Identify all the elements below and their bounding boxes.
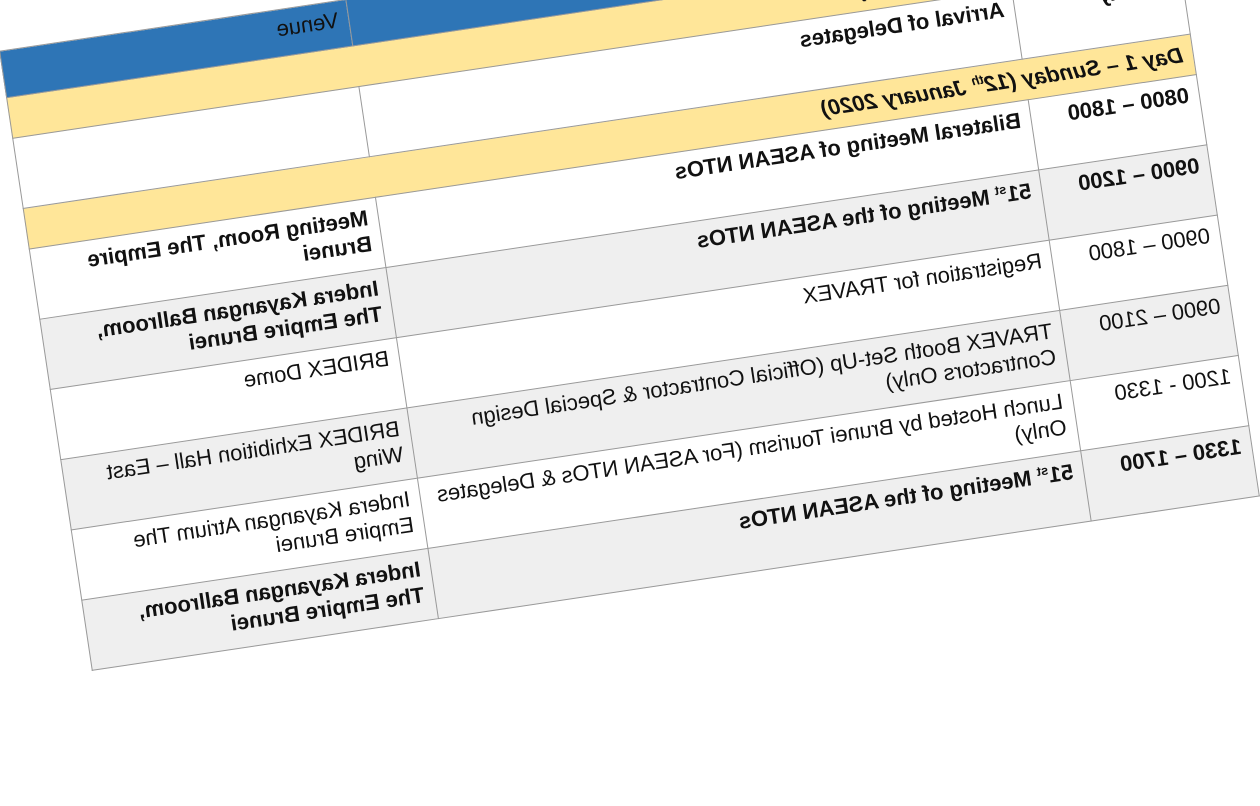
table-body: Saturday – (11th January 2020)All DayArr… bbox=[6, 0, 1260, 671]
text-part: 51 bbox=[1047, 459, 1075, 488]
schedule-table: Particular Venue Saturday – (11th Januar… bbox=[0, 0, 1260, 671]
text-part: Venue bbox=[274, 7, 341, 42]
superscript: th bbox=[970, 71, 985, 89]
schedule-sheet: Particular Venue Saturday – (11th Januar… bbox=[0, 0, 1260, 671]
text-part: 51 bbox=[1005, 178, 1034, 207]
superscript: st bbox=[993, 181, 1008, 199]
text-part: All Day bbox=[1097, 0, 1174, 8]
